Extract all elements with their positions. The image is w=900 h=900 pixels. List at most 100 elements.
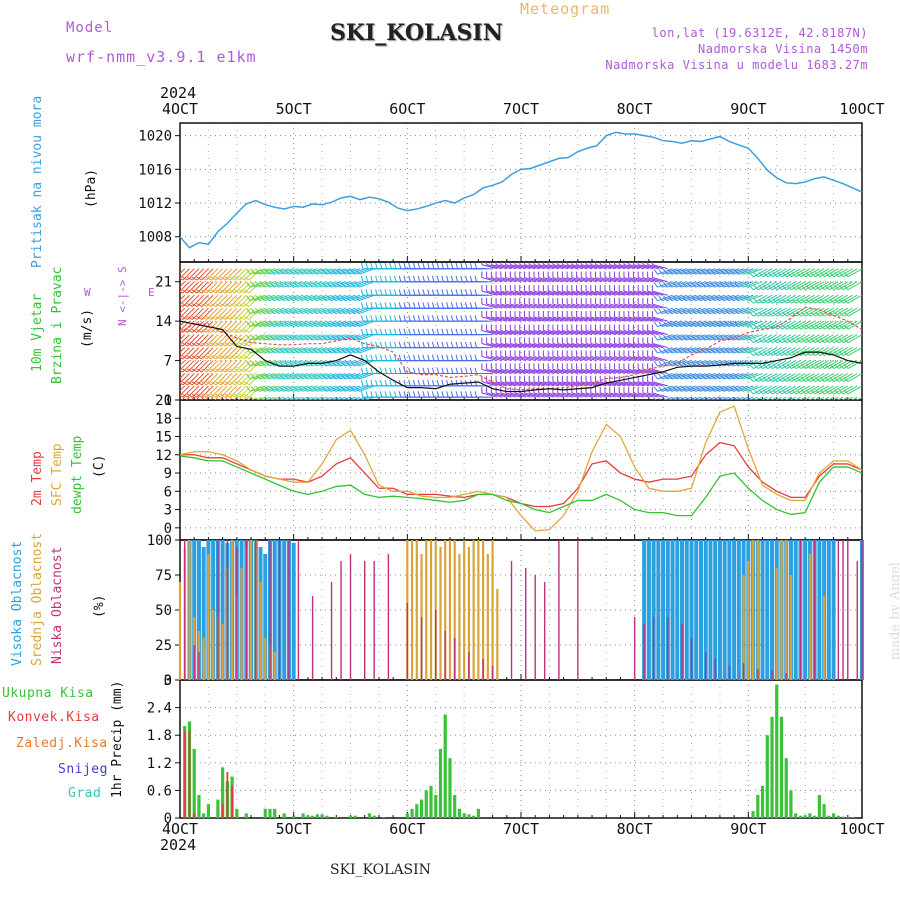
wind-barb-flag: [336, 321, 341, 327]
wind-barb-flag: [205, 355, 212, 360]
wind-barb: [595, 342, 612, 349]
wind-barb-flag: [246, 281, 251, 288]
wind-barb: [524, 264, 541, 270]
wind-barb-flag: [753, 376, 759, 382]
wind-barb-flag: [696, 321, 701, 327]
wind-barb: [529, 264, 545, 270]
wind-barb: [786, 373, 801, 382]
mid-cloud-bar: [467, 547, 471, 680]
wind-barb: [781, 281, 796, 291]
wind-barb-flag: [474, 302, 478, 309]
wind-barb-flag: [384, 379, 388, 387]
wind-barb: [786, 320, 801, 330]
wind-barb-flag: [398, 341, 402, 348]
wind-barb: [481, 264, 498, 270]
wind-barb: [510, 330, 526, 336]
wind-barb-flag: [759, 401, 763, 405]
wind-barb-flag: [215, 329, 222, 333]
wind-barb-flag: [365, 275, 369, 282]
wind-barb-flag: [350, 308, 355, 314]
wind-barb-flag: [796, 272, 802, 278]
wind-barb-flag: [460, 315, 463, 322]
wind-barb-flag: [220, 289, 226, 294]
y-tick-label: 100: [147, 533, 172, 549]
low-cloud-bar: [226, 540, 229, 680]
wind-barb-flag: [767, 389, 773, 395]
wind-barb: [814, 281, 830, 291]
wind-barb-flag: [210, 368, 217, 373]
wind-barb-flag: [469, 289, 473, 296]
wind-barb-flag: [336, 281, 341, 288]
wind-barb: [538, 264, 555, 270]
wind-barb: [614, 303, 631, 309]
wind-barb-flag: [220, 393, 226, 398]
wind-barb: [762, 320, 778, 330]
wind-barb-flag: [408, 289, 411, 296]
wind-barb-flag: [819, 324, 825, 330]
wind-barb: [505, 303, 522, 309]
wind-barb-flag: [839, 401, 843, 405]
total-precip-bar: [311, 815, 315, 818]
wind-barb: [819, 294, 834, 304]
wind-barb-flag: [201, 289, 207, 294]
wind-barb: [638, 264, 654, 270]
wind-barb-flag: [843, 272, 849, 278]
wind-barb-flag: [843, 298, 849, 304]
wind-barb: [354, 385, 370, 392]
wind-barb: [491, 303, 507, 309]
wind-barb: [791, 385, 806, 395]
low-cloud-bar: [468, 652, 470, 680]
wind-barb-flag: [331, 334, 336, 341]
wind-barb-flag: [180, 382, 184, 386]
wind-barb-flag: [403, 302, 407, 309]
wind-barb: [566, 392, 583, 398]
wind-barb: [495, 342, 512, 349]
wind-barb-flag: [229, 276, 236, 281]
wind-barb: [514, 342, 531, 349]
wind-barb-flag: [800, 351, 806, 356]
high-cloud-bar: [713, 540, 718, 680]
wind-barb: [181, 396, 186, 400]
wind-barb-flag: [672, 269, 677, 275]
wind-barb-flag: [719, 386, 725, 392]
wind-barb: [491, 342, 507, 349]
wind-barb-flag: [224, 316, 231, 320]
wind-barb: [548, 330, 564, 336]
wind-barb: [775, 396, 782, 400]
wind-barb: [566, 303, 583, 309]
wind-barb-flag: [460, 289, 463, 296]
wind-barb: [647, 381, 664, 387]
wind-barb: [529, 330, 545, 336]
wind-barb-flag: [389, 328, 392, 335]
low-cloud-bar: [799, 540, 802, 680]
wind-barb-flag: [260, 308, 265, 314]
wind-barb-flag: [303, 397, 306, 400]
wind-barb-flag: [298, 397, 302, 400]
high-cloud-bar: [727, 540, 732, 680]
wind-barb-flag: [743, 397, 747, 400]
wind-barb-flag: [191, 368, 198, 373]
wind-barb: [209, 396, 214, 400]
wind-barb-flag: [682, 308, 687, 314]
wind-barb: [843, 320, 858, 330]
wind-barb: [647, 264, 664, 270]
wind-barb: [562, 368, 578, 375]
wind-barb: [557, 277, 574, 283]
wind-barb: [590, 277, 607, 283]
wind-barb-flag: [326, 347, 332, 354]
wind-barb-flag: [229, 355, 236, 360]
wind-barb: [838, 281, 853, 291]
wind-barb-flag: [772, 338, 778, 344]
wind-barb: [619, 355, 635, 362]
wind-barb-flag: [398, 289, 402, 296]
time-tick-label: 7OCT: [502, 820, 540, 838]
wind-barb-flag: [824, 376, 830, 382]
wind-barb-flag: [331, 295, 336, 301]
wind-barb-flag: [293, 347, 298, 354]
wind-barb-flag: [715, 386, 720, 392]
wind-barb-flag: [288, 281, 294, 288]
wind-barb-flag: [355, 281, 360, 288]
wind-barb: [543, 277, 560, 283]
wind-barb-flag: [672, 334, 677, 341]
wind-barb: [566, 277, 583, 283]
